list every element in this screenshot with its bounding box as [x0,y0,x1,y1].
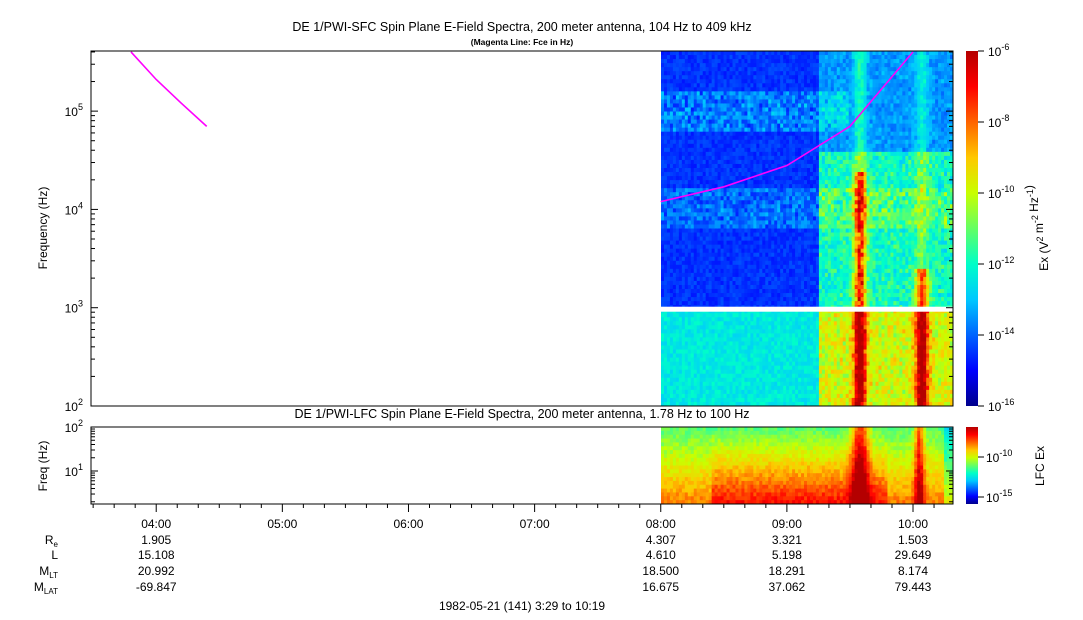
top-colorbar-axis: 10-6 10-8 10-10 10-12 10-14 10-16 [978,42,1014,414]
top-colorbar-tick-label: 10-6 [988,42,1009,59]
top-colorbar-tick-label: 10-8 [988,113,1009,130]
ephemeris-row-label: L [51,548,58,562]
bottom-y-label: Freq (Hz) [36,441,50,492]
top-y-tick-label: 102 [65,397,83,414]
fce-segment1 [130,51,208,127]
top-colorbar [966,51,978,406]
ephemeris-value: 79.443 [895,580,932,594]
ephemeris-value: 3.321 [772,533,802,547]
ephemeris-row-label: MLT [39,564,58,580]
ephemeris-value: 18.291 [769,564,806,578]
top-spectrogram [661,51,953,406]
bottom-colorbar-tick-label: 10-10 [986,448,1012,465]
top-y-tick-label: 104 [65,200,83,217]
ephemeris-value: 1.503 [898,533,928,547]
fce-segment2 [660,51,914,203]
ephemeris-value: 8.174 [898,564,928,578]
bottom-colorbar-axis: 10-10 10-15 [978,448,1012,505]
bottom-y-tick-label: 102 [65,418,83,435]
footer-date-range: 1982-05-21 (141) 3:29 to 10:19 [439,599,605,613]
top-colorbar-tick-label: 10-16 [988,397,1014,414]
ephemeris-value: 29.649 [895,548,932,562]
time-tick-label: 08:00 [646,517,676,531]
ephemeris-value: -69.847 [136,580,177,594]
ephemeris-row-label: MLAT [34,580,58,596]
ephemeris-value: 18.500 [642,564,679,578]
time-tick-label: 04:00 [141,517,171,531]
time-tick-label: 06:00 [393,517,423,531]
bottom-spectrogram [661,427,953,504]
bottom-colorbar [966,427,978,504]
ephemeris-value: 4.307 [646,533,676,547]
ephemeris-value: 15.108 [138,548,175,562]
top-y-tick-label: 105 [65,102,83,119]
top-colorbar-tick-label: 10-14 [988,326,1014,343]
time-tick-label: 10:00 [898,517,928,531]
time-tick-label: 09:00 [772,517,802,531]
ephemeris-value: 4.610 [646,548,676,562]
ephemeris-value: 16.675 [642,580,679,594]
time-tick-label: 05:00 [267,517,297,531]
bottom-colorbar-label: LFC Ex [1033,446,1047,486]
top-colorbar-tick-label: 10-10 [988,184,1014,201]
ephemeris-value: 37.062 [769,580,806,594]
time-tick-label: 07:00 [520,517,550,531]
fce-line [130,51,914,203]
ephemeris-value: 20.992 [138,564,175,578]
time-axis: 04:00 05:00 06:00 07:00 08:00 09:00 10:00 [91,503,953,531]
top-colorbar-tick-label: 10-12 [988,255,1014,272]
top-colorbar-label: Ex (V2 m-2 Hz-1) [1022,185,1051,271]
ephemeris-value: 1.905 [141,533,171,547]
bottom-y-tick-label: 101 [65,462,83,479]
top-chart-subtitle: (Magenta Line: Fce in Hz) [471,37,574,47]
top-chart-title: DE 1/PWI-SFC Spin Plane E-Field Spectra,… [292,20,751,34]
ephemeris-row-label: Re [45,533,59,549]
top-y-label: Frequency (Hz) [36,187,50,270]
top-plot-frame [90,50,954,407]
bottom-colorbar-tick-label: 10-15 [986,488,1012,505]
top-y-tick-label: 103 [65,299,83,316]
ephemeris-value: 5.198 [772,548,802,562]
bottom-chart-title: DE 1/PWI-LFC Spin Plane E-Field Spectra,… [294,407,749,421]
